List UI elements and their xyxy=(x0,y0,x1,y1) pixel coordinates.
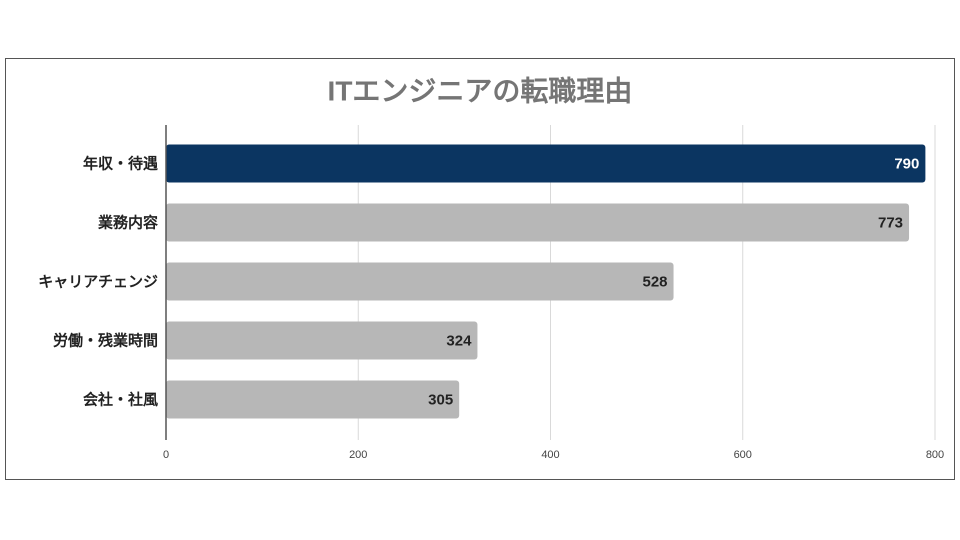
bar xyxy=(166,144,926,183)
y-tick-label: キャリアチェンジ xyxy=(38,273,158,290)
y-tick-label: 業務内容 xyxy=(97,213,158,231)
x-tick-label: 800 xyxy=(926,449,944,461)
x-tick-label: 600 xyxy=(734,449,752,461)
y-tick-label: 労働・残業時間 xyxy=(53,331,158,349)
x-tick-label: 200 xyxy=(349,449,367,461)
value-label: 305 xyxy=(428,391,453,408)
bar xyxy=(166,321,478,360)
x-tick-label: 0 xyxy=(163,449,169,461)
y-tick-label: 会社・社風 xyxy=(83,390,158,408)
value-label: 790 xyxy=(894,155,919,172)
bar xyxy=(166,203,910,242)
value-label: 528 xyxy=(643,273,668,290)
x-tick-label: 400 xyxy=(541,449,559,461)
value-label: 773 xyxy=(878,214,903,231)
bar xyxy=(166,380,460,419)
bar xyxy=(166,262,674,301)
chart-title: ITエンジニアの転職理由 xyxy=(328,75,633,106)
value-label: 324 xyxy=(446,332,472,349)
y-tick-label: 年収・待遇 xyxy=(83,154,158,172)
